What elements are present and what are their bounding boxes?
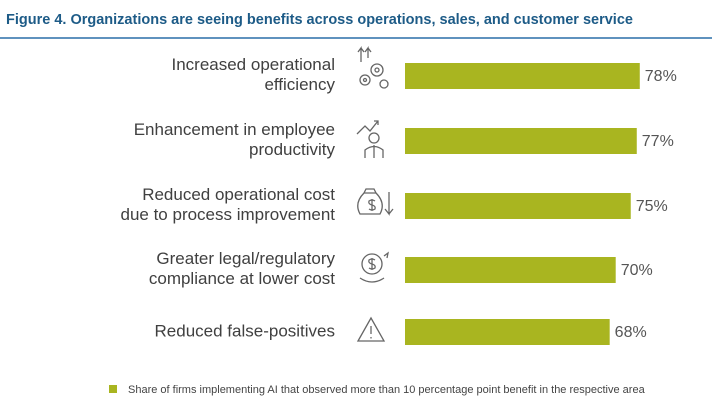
bar bbox=[405, 257, 616, 283]
category-label: Reduced operational cost due to process i… bbox=[121, 185, 336, 224]
value-label: 77% bbox=[642, 133, 674, 150]
bar bbox=[405, 319, 610, 345]
bar bbox=[405, 128, 637, 154]
icon-employee bbox=[356, 120, 384, 158]
bar bbox=[405, 193, 631, 219]
value-label: 68% bbox=[615, 324, 647, 341]
category-label: Enhancement in employee productivity bbox=[134, 120, 336, 159]
category-label: Increased operational efficiency bbox=[171, 55, 335, 94]
legend-swatch bbox=[109, 385, 117, 393]
icon-cost bbox=[357, 188, 394, 216]
value-label: 75% bbox=[636, 198, 668, 215]
icon-gears bbox=[357, 46, 389, 89]
legend-label: Share of firms implementing AI that obse… bbox=[128, 384, 646, 396]
icon-warning bbox=[356, 316, 386, 342]
value-label: 70% bbox=[621, 262, 653, 279]
category-label: Greater legal/regulatory compliance at lo… bbox=[149, 249, 336, 288]
value-label: 78% bbox=[645, 68, 677, 85]
icon-compliance bbox=[359, 251, 389, 283]
bar bbox=[405, 63, 640, 89]
chart-title: Figure 4. Organizations are seeing benef… bbox=[6, 12, 633, 28]
category-label: Reduced false-positives bbox=[155, 321, 335, 340]
